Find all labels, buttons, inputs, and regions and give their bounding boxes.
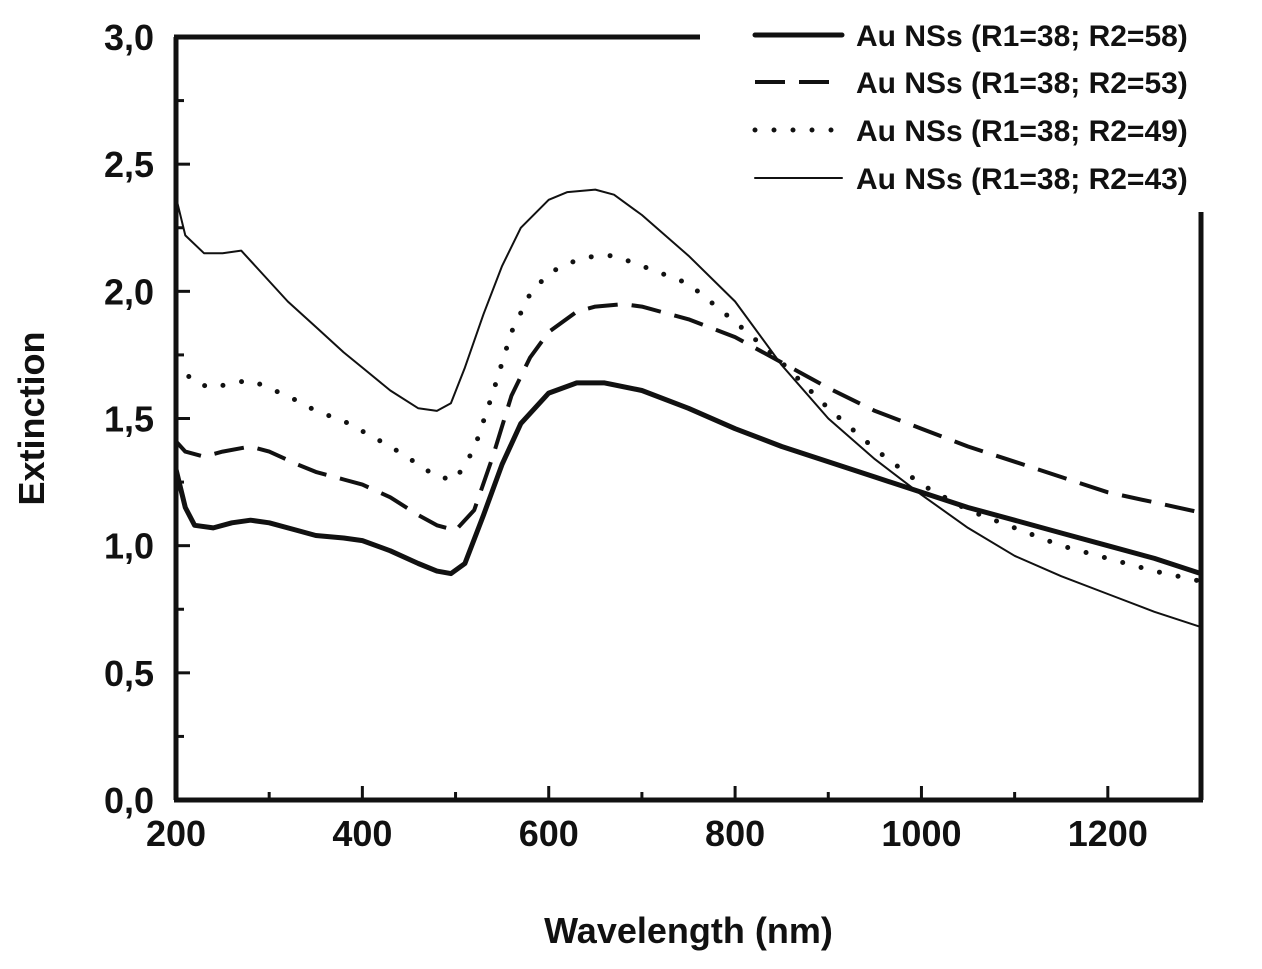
series-line-3 — [173, 253, 1204, 584]
series-layer — [173, 188, 1204, 629]
legend-label-3: Au NSs (R1=38; R2=49) — [856, 115, 1188, 148]
y-axis-title: Extinction — [11, 331, 52, 505]
y-tick-label: 1,0 — [104, 526, 154, 567]
x-tick-label: 600 — [519, 813, 579, 854]
y-tick-label: 3,0 — [104, 17, 154, 58]
x-tick-label: 200 — [146, 813, 206, 854]
y-tick-label: 2,0 — [104, 271, 154, 312]
x-tick-label: 1200 — [1068, 813, 1148, 854]
y-tick-label: 0,0 — [104, 780, 154, 821]
x-axis-title: Wavelength (nm) — [544, 910, 833, 951]
ticks-layer — [174, 35, 1110, 802]
y-tick-label: 1,5 — [104, 399, 154, 440]
legend-label-2: Au NSs (R1=38; R2=53) — [856, 67, 1188, 100]
x-tick-label: 1000 — [881, 813, 961, 854]
series-line-4 — [175, 188, 1202, 629]
x-tick-label: 800 — [705, 813, 765, 854]
legend-label-1: Au NSs (R1=38; R2=58) — [856, 20, 1188, 53]
legend-label-4: Au NSs (R1=38; R2=43) — [856, 163, 1188, 196]
x-tick-label: 400 — [332, 813, 392, 854]
frame-layer — [173, 34, 1204, 803]
series-line-2 — [174, 302, 1202, 533]
labels-layer: 200 400 600 800 1000 1200 0,0 0,5 1,0 1,5 2,0 2,5 3,… — [11, 17, 1148, 951]
legend: Au NSs (R1=38; R2=58) Au NSs (R1=38; R2=5… — [752, 20, 1188, 196]
series-line-1 — [173, 380, 1204, 577]
y-tick-label: 0,5 — [104, 653, 154, 694]
y-tick-label: 2,5 — [104, 144, 154, 185]
